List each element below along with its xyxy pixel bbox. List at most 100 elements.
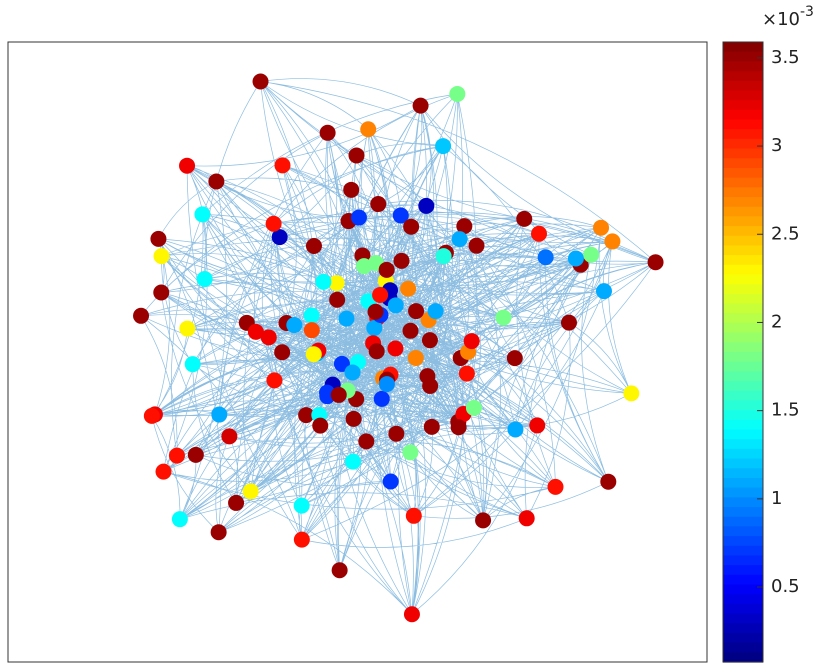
node: [348, 147, 365, 164]
node: [208, 173, 225, 190]
node: [329, 291, 346, 308]
colorbar-band: [723, 439, 763, 450]
node: [143, 407, 160, 424]
colorbar-band: [723, 51, 763, 62]
colorbar-band: [723, 419, 763, 431]
colorbar-band: [723, 148, 763, 159]
node: [305, 346, 322, 363]
node: [402, 322, 419, 339]
node: [319, 124, 336, 141]
colorbar-band: [723, 197, 763, 208]
node: [303, 307, 320, 324]
colorbar-band: [723, 410, 763, 421]
node: [529, 417, 546, 434]
node: [171, 511, 188, 528]
node: [518, 510, 535, 527]
node: [449, 85, 466, 102]
colorbar-band: [723, 100, 763, 111]
node: [368, 343, 385, 360]
colorbar-band: [723, 642, 763, 653]
node: [419, 368, 436, 385]
node: [560, 314, 577, 331]
node: [463, 333, 480, 350]
colorbar-band: [723, 613, 763, 624]
node: [366, 319, 383, 336]
colorbar-band: [723, 187, 763, 198]
colorbar-tick-label: 1: [771, 488, 782, 509]
node: [184, 356, 201, 373]
node: [345, 410, 362, 427]
colorbar-band: [723, 61, 763, 72]
colorbar-band: [723, 526, 763, 537]
node: [403, 606, 420, 623]
node: [305, 238, 322, 255]
colorbar-band: [723, 109, 763, 121]
node: [266, 372, 283, 389]
node: [312, 417, 329, 434]
colorbar-band: [723, 623, 763, 634]
node: [343, 181, 360, 198]
node: [345, 453, 362, 470]
colorbar-band: [723, 545, 763, 557]
colorbar-band: [723, 332, 763, 343]
node: [378, 261, 395, 278]
colorbar-band: [723, 255, 763, 266]
node: [458, 365, 475, 382]
node: [647, 254, 664, 271]
node: [465, 399, 482, 416]
node: [187, 446, 204, 463]
colorbar-band: [723, 245, 763, 256]
node: [271, 229, 288, 246]
node: [388, 425, 405, 442]
node: [153, 284, 170, 301]
node: [407, 349, 424, 366]
colorbar-band: [723, 400, 763, 411]
colorbar-band: [723, 352, 763, 363]
node: [403, 218, 420, 235]
colorbar-band: [723, 274, 763, 285]
colorbar-band: [723, 594, 763, 605]
node: [179, 157, 196, 174]
node: [387, 297, 404, 314]
node: [435, 138, 452, 155]
node: [400, 280, 417, 297]
node: [405, 507, 422, 524]
colorbar-band: [723, 226, 763, 237]
node: [373, 390, 390, 407]
node: [450, 419, 467, 436]
colorbar-tick-label: 1.5: [771, 400, 800, 421]
node: [211, 406, 228, 423]
colorbar-band: [723, 322, 763, 334]
node: [358, 433, 375, 450]
colorbar-band: [723, 90, 763, 101]
node: [370, 196, 387, 213]
colorbar-band: [723, 206, 763, 217]
colorbar-band: [723, 119, 763, 130]
exponent: -3: [800, 4, 814, 20]
node: [179, 320, 196, 337]
colorbar-band: [723, 429, 763, 440]
node: [382, 473, 399, 490]
node: [475, 512, 492, 529]
colorbar-band: [723, 293, 763, 305]
node: [293, 497, 310, 514]
colorbar-band: [723, 555, 763, 566]
node: [372, 286, 389, 303]
node: [604, 233, 621, 250]
colorbar-tick-label: 2: [771, 311, 782, 332]
colorbar-band: [723, 381, 763, 392]
node: [567, 250, 584, 267]
node: [274, 157, 291, 174]
colorbar-band: [723, 167, 763, 179]
colorbar-band: [723, 448, 763, 460]
node: [392, 207, 409, 224]
node: [412, 97, 429, 114]
colorbar-band: [723, 497, 763, 508]
node: [328, 275, 345, 292]
node: [451, 231, 468, 248]
colorbar-band: [723, 468, 763, 479]
colorbar-band: [723, 235, 763, 247]
node: [303, 322, 320, 339]
node: [468, 237, 485, 254]
